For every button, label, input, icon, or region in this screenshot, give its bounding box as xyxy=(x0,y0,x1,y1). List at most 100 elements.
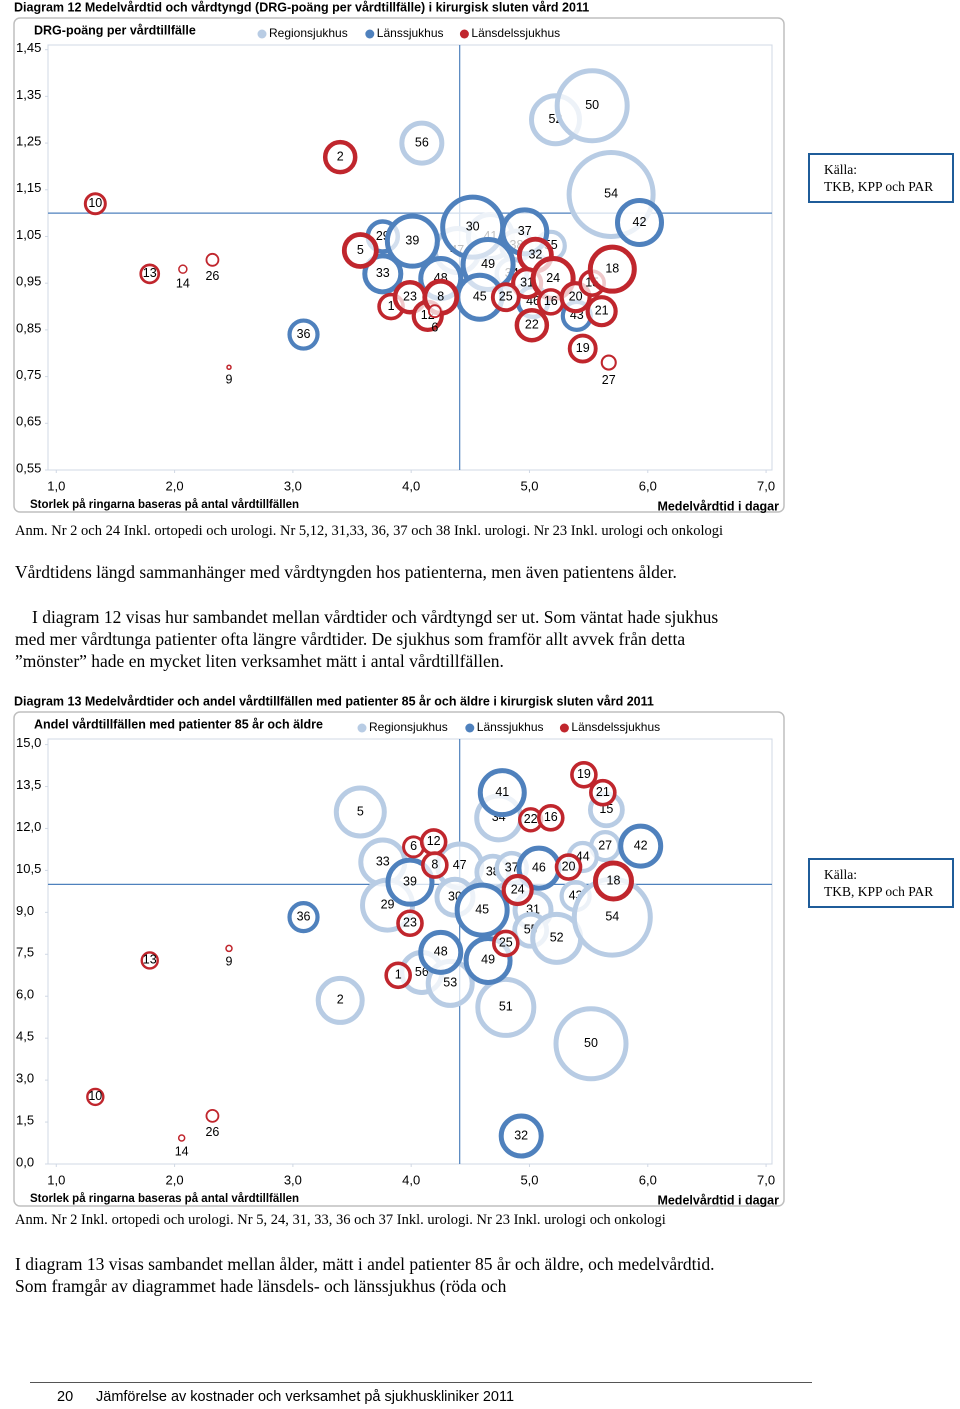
bubble xyxy=(399,120,445,166)
x-tick-label: 2,0 xyxy=(166,478,184,493)
source-label: Källa: xyxy=(824,162,857,177)
bubble-label: 22 xyxy=(524,812,538,826)
bubble xyxy=(570,760,598,789)
bubble-label: 36 xyxy=(297,327,311,341)
bubble-label: 49 xyxy=(481,953,495,967)
bubble-label: 49 xyxy=(481,257,495,271)
bubble xyxy=(554,68,630,144)
bubble-label: 2 xyxy=(337,149,344,163)
bubble-label: 14 xyxy=(176,276,190,290)
legend-marker xyxy=(257,29,267,39)
bubble xyxy=(333,785,387,839)
x-tick-label: 3,0 xyxy=(284,1172,302,1187)
bubble-label: 8 xyxy=(431,857,438,871)
bubble-label: 31 xyxy=(520,275,534,289)
source-text: TKB, KPP och PAR xyxy=(824,179,934,194)
bubble-label: 22 xyxy=(525,318,539,332)
bubble xyxy=(587,244,637,294)
legend-label: Länssjukhus xyxy=(377,26,444,40)
bubble-label: 42 xyxy=(634,838,648,852)
bubble-label: 56 xyxy=(415,135,429,149)
bubble-label: 6 xyxy=(431,321,438,335)
bubble xyxy=(501,873,534,907)
paragraph: Vårdtidens längd sammanhänger med vårdty… xyxy=(15,562,677,582)
bubble-label: 32 xyxy=(514,1128,528,1142)
note: Anm. Nr 2 och 24 Inkl. ortopedi och urol… xyxy=(15,523,724,539)
paragraph: I diagram 13 visas sambandet mellan ålde… xyxy=(15,1254,715,1296)
bubble-label: 19 xyxy=(576,341,590,355)
y-tick-label: 1,25 xyxy=(16,134,41,149)
y-tick-label: 6,0 xyxy=(16,987,34,1002)
source-label: Källa: xyxy=(824,867,857,882)
y-tick-label: 1,15 xyxy=(16,180,41,195)
bubble-label: 24 xyxy=(546,271,560,285)
bubble-label: 23 xyxy=(403,289,417,303)
bubble xyxy=(477,768,527,818)
bubble-label: 5 xyxy=(357,243,364,257)
bubble-label: 25 xyxy=(499,936,513,950)
bubble xyxy=(421,851,449,879)
bubble xyxy=(226,364,232,371)
bubble-label: 14 xyxy=(175,1144,189,1158)
bubble xyxy=(140,951,159,970)
bubble xyxy=(384,961,412,990)
y-tick-label: 0,75 xyxy=(16,367,41,382)
y-tick-label: 15,0 xyxy=(16,735,41,750)
source-text: TKB, KPP och PAR xyxy=(824,884,934,899)
bubble-label: 27 xyxy=(602,373,616,387)
y-tick-label: 10,5 xyxy=(16,861,41,876)
bubble-label: 10 xyxy=(88,196,102,210)
bubble-label: 33 xyxy=(376,854,390,868)
x-tick-label: 6,0 xyxy=(639,1172,657,1187)
footer-rule xyxy=(30,1382,812,1383)
bubble xyxy=(225,944,233,953)
y-tick-label: 7,5 xyxy=(16,945,34,960)
bubble xyxy=(600,354,617,371)
bubble-label: 37 xyxy=(518,224,532,238)
bubble-label: 13 xyxy=(143,266,157,280)
legend-label: Regionsjukhus xyxy=(369,720,448,734)
chart-title: Diagram 13 Medelvårdtider och andel vård… xyxy=(14,694,654,708)
bubble-label: 48 xyxy=(434,945,448,959)
y-tick-label: 0,85 xyxy=(16,320,41,335)
bubble xyxy=(554,853,583,881)
bubble-label: 54 xyxy=(604,187,618,201)
size-note: Storlek på ringarna baseras på antal vår… xyxy=(30,499,299,511)
bubble xyxy=(454,882,510,938)
bubble-label: 45 xyxy=(473,289,487,303)
bubble xyxy=(315,975,365,1025)
bubble-label: 37 xyxy=(505,860,519,874)
bubble xyxy=(287,901,320,934)
y-tick-label: 1,5 xyxy=(16,1112,34,1127)
x-tick-label: 4,0 xyxy=(402,1172,420,1187)
y-tick-label: 1,05 xyxy=(16,227,41,242)
bubble-label: 13 xyxy=(143,953,157,967)
y-tick-label: 4,5 xyxy=(16,1029,34,1044)
x-tick-label: 1,0 xyxy=(47,1172,65,1187)
source-box: Källa: TKB, KPP och PAR xyxy=(808,858,954,908)
bubble-label: 20 xyxy=(562,859,576,873)
bubble-label: 8 xyxy=(437,289,444,303)
y-tick-label: 3,0 xyxy=(16,1071,34,1086)
bubble-label: 27 xyxy=(598,838,612,852)
bubble-label: 2 xyxy=(337,993,344,1007)
y-tick-label: 9,0 xyxy=(16,903,34,918)
bubble xyxy=(592,860,634,902)
bubble xyxy=(178,264,188,274)
bubble-label: 32 xyxy=(528,247,542,261)
bubble xyxy=(475,976,537,1038)
legend-label: Länssjukhus xyxy=(477,720,544,734)
bubble-label: 46 xyxy=(532,860,546,874)
bubble-label: 18 xyxy=(605,261,619,275)
bubble-label: 18 xyxy=(607,873,621,887)
bubble-label: 25 xyxy=(499,289,513,303)
bubble-label: 51 xyxy=(499,1000,513,1014)
plot-area xyxy=(47,738,773,1165)
bubble xyxy=(567,333,598,364)
paragraph: I diagram 12 visas hur sambandet mellan … xyxy=(15,607,719,671)
bubble-label: 6 xyxy=(410,839,417,853)
y-tick-label: 0,55 xyxy=(16,460,41,475)
x-axis-title: Medelvårdtid i dagar xyxy=(657,499,779,513)
